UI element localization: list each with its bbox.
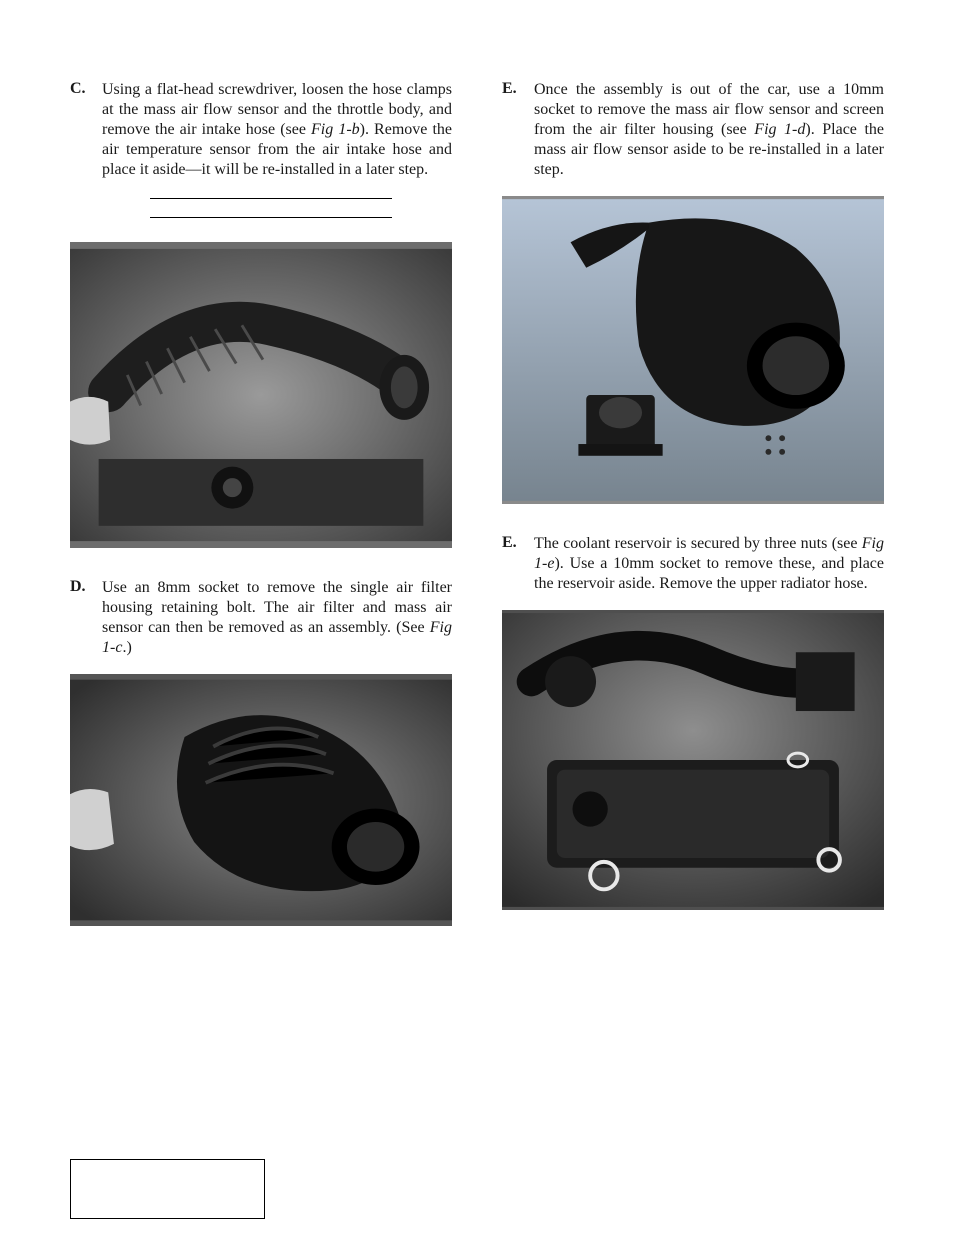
step-text: The coolant reservoir is secured by thre… — [534, 534, 884, 594]
footer-frame — [70, 1159, 265, 1219]
step-text: Once the assembly is out of the car, use… — [534, 80, 884, 180]
step-e-2: E. The coolant reservoir is secured by t… — [502, 534, 884, 594]
page: C. Using a flat-head screwdriver, loosen… — [0, 0, 954, 1235]
step-letter: E. — [502, 80, 534, 180]
figure-1-c — [70, 674, 452, 926]
step-letter: D. — [70, 578, 102, 658]
rule-top — [150, 198, 392, 199]
rule-bottom — [150, 217, 392, 218]
air-filter-housing-top-photo — [70, 674, 452, 926]
figure-1-b — [70, 242, 452, 548]
right-column: E. Once the assembly is out of the car, … — [502, 80, 884, 926]
engine-bay-hose-photo — [70, 242, 452, 548]
step-text: Using a flat-head screwdriver, loosen th… — [102, 80, 452, 180]
left-column: C. Using a flat-head screwdriver, loosen… — [70, 80, 452, 926]
coolant-reservoir-photo — [502, 610, 884, 910]
step-text: Use an 8mm socket to remove the single a… — [102, 578, 452, 658]
figure-1-d — [502, 196, 884, 504]
horizontal-rules — [150, 198, 392, 218]
figure-1-e — [502, 610, 884, 910]
step-c: C. Using a flat-head screwdriver, loosen… — [70, 80, 452, 180]
step-letter: C. — [70, 80, 102, 180]
maf-sensor-and-housing-photo — [502, 196, 884, 504]
step-d: D. Use an 8mm socket to remove the singl… — [70, 578, 452, 658]
step-e-1: E. Once the assembly is out of the car, … — [502, 80, 884, 180]
two-column-layout: C. Using a flat-head screwdriver, loosen… — [70, 80, 884, 926]
step-letter: E. — [502, 534, 534, 594]
